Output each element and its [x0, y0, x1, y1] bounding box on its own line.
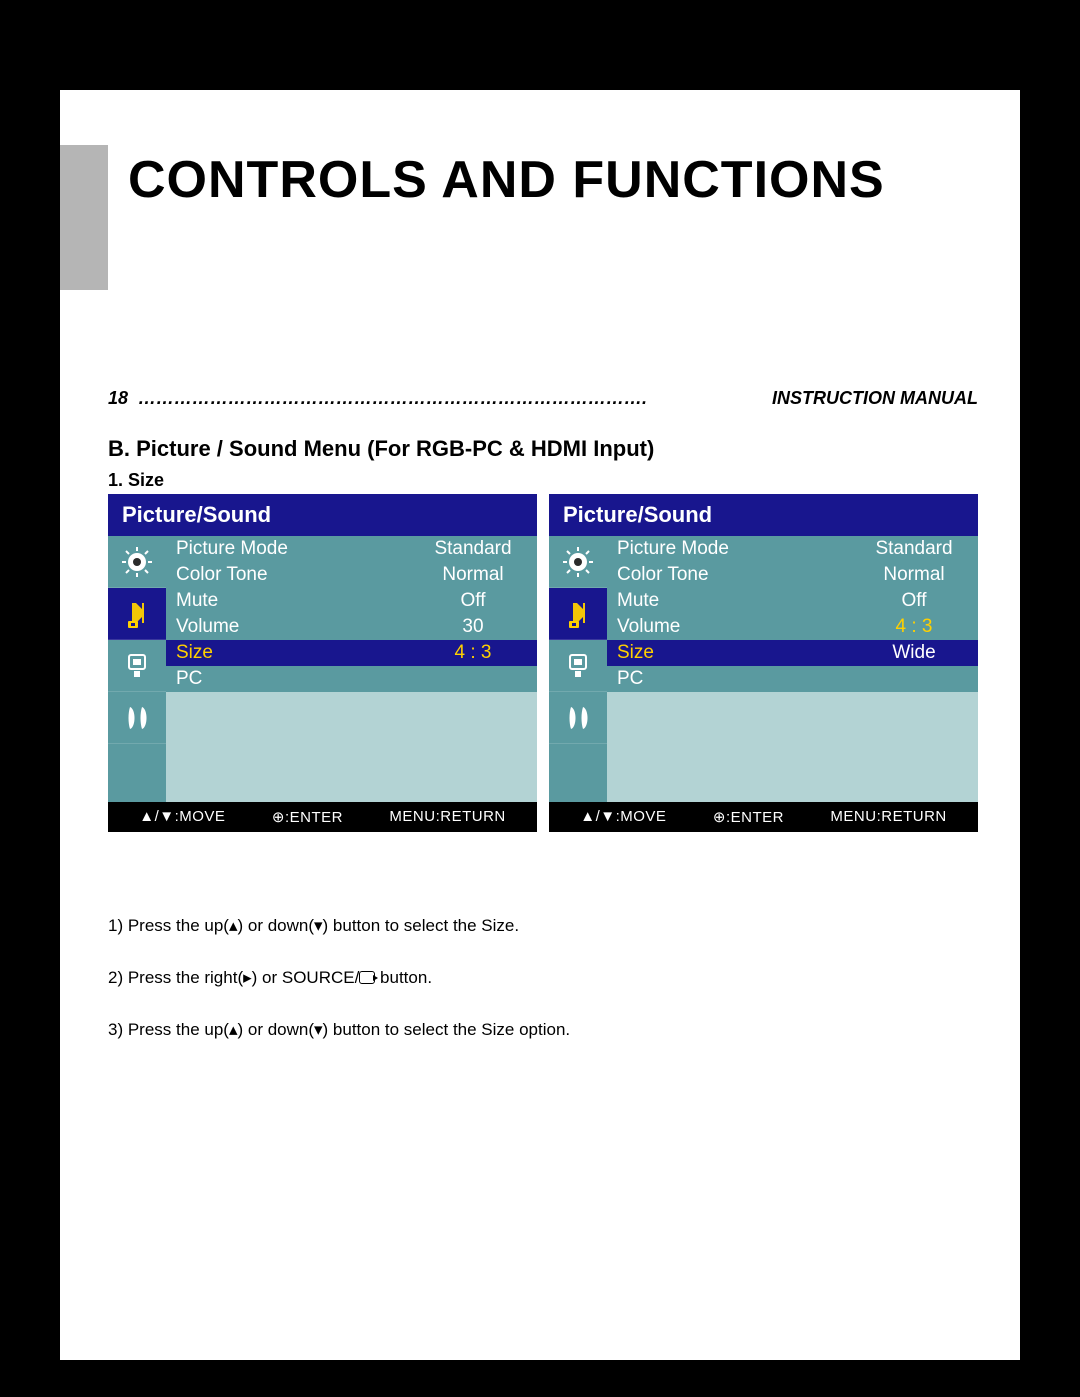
header-band: CONTROLS AND FUNCTIONS — [60, 90, 1020, 290]
gray-tab — [60, 145, 108, 290]
leader-dots: …………………………………………………………………………. — [138, 388, 762, 409]
osd-item-value: Off — [854, 590, 974, 612]
instructions: 1) Press the up(▴) or down(▾) button to … — [108, 914, 978, 1069]
osd-tab-sound[interactable] — [108, 588, 166, 640]
osd-tab-option[interactable] — [549, 692, 607, 744]
osd-item-label: Picture Mode — [176, 538, 413, 560]
osd-item-value — [854, 668, 974, 690]
osd-title: Picture/Sound — [549, 494, 978, 536]
osd-tab-option[interactable] — [108, 692, 166, 744]
osd-item[interactable]: Volume4 : 3 — [607, 614, 978, 640]
footer-enter: ⊕:ENTER — [713, 808, 784, 826]
osd-item-label: Mute — [617, 590, 854, 612]
osd-item-label: Size — [617, 642, 854, 664]
instruction-step-2a: 2) Press the right(▸) or SOURCE/ — [108, 968, 359, 987]
osd-item-value: Standard — [413, 538, 533, 560]
osd-item-value: 30 — [413, 616, 533, 638]
osd-body: Picture ModeStandard Color ToneNormal Mu… — [549, 536, 978, 802]
section-heading: B. Picture / Sound Menu (For RGB-PC & HD… — [108, 436, 654, 462]
osd-spacer — [607, 692, 978, 802]
osd-spacer — [166, 692, 537, 802]
osd-item-label: Volume — [617, 616, 854, 638]
osd-item-value: Normal — [413, 564, 533, 586]
osd-item[interactable]: MuteOff — [607, 588, 978, 614]
osd-item-label: PC — [176, 668, 413, 690]
osd-item-label: PC — [617, 668, 854, 690]
osd-item[interactable]: PC — [607, 666, 978, 692]
manual-page: CONTROLS AND FUNCTIONS 18 ……………………………………… — [60, 90, 1020, 1360]
osd-item-value: Off — [413, 590, 533, 612]
osd-footer: ▲/▼:MOVE ⊕:ENTER MENU:RETURN — [108, 802, 537, 832]
osd-tab-picture[interactable] — [108, 536, 166, 588]
osd-footer: ▲/▼:MOVE ⊕:ENTER MENU:RETURN — [549, 802, 978, 832]
footer-move: ▲/▼:MOVE — [139, 808, 225, 826]
osd-item-label: Color Tone — [176, 564, 413, 586]
osd-item[interactable]: Color ToneNormal — [607, 562, 978, 588]
osd-item[interactable]: Color ToneNormal — [166, 562, 537, 588]
osd-panel-right: Picture/Sound Pi — [549, 494, 978, 832]
page-title: CONTROLS AND FUNCTIONS — [128, 150, 885, 210]
osd-tab-setup[interactable] — [549, 640, 607, 692]
osd-tab-setup[interactable] — [108, 640, 166, 692]
osd-item-selected[interactable]: SizeWide — [607, 640, 978, 666]
osd-item-label: Picture Mode — [617, 538, 854, 560]
instruction-step-1: 1) Press the up(▴) or down(▾) button to … — [108, 914, 978, 938]
osd-item[interactable]: PC — [166, 666, 537, 692]
osd-item[interactable]: MuteOff — [166, 588, 537, 614]
osd-title: Picture/Sound — [108, 494, 537, 536]
osd-item-value: 4 : 3 — [413, 642, 533, 664]
sub-heading: 1. Size — [108, 470, 164, 491]
footer-return: MENU:RETURN — [389, 808, 505, 826]
osd-item-value: Wide — [854, 642, 974, 664]
osd-list: Picture ModeStandard Color ToneNormal Mu… — [607, 536, 978, 802]
osd-item-value — [413, 668, 533, 690]
osd-item-label: Mute — [176, 590, 413, 612]
osd-sidebar — [108, 536, 166, 802]
manual-label: INSTRUCTION MANUAL — [772, 388, 978, 409]
instruction-step-2: 2) Press the right(▸) or SOURCE/ button. — [108, 966, 978, 990]
osd-tab-picture[interactable] — [549, 536, 607, 588]
osd-list: Picture ModeStandard Color ToneNormal Mu… — [166, 536, 537, 802]
osd-item-selected[interactable]: Size4 : 3 — [166, 640, 537, 666]
osd-item-label: Volume — [176, 616, 413, 638]
osd-item[interactable]: Picture ModeStandard — [607, 536, 978, 562]
footer-enter: ⊕:ENTER — [272, 808, 343, 826]
osd-item-value: Standard — [854, 538, 974, 560]
osd-item-value: 4 : 3 — [854, 616, 974, 638]
footer-return: MENU:RETURN — [830, 808, 946, 826]
osd-panel-left: Picture/Sound Pi — [108, 494, 537, 832]
instruction-step-2b: button. — [375, 968, 432, 987]
osd-item-label: Color Tone — [617, 564, 854, 586]
page-number-line: 18 …………………………………………………………………………. INSTRUC… — [108, 388, 978, 409]
osd-sidebar — [549, 536, 607, 802]
footer-move: ▲/▼:MOVE — [580, 808, 666, 826]
osd-item[interactable]: Picture ModeStandard — [166, 536, 537, 562]
osd-row: Picture/Sound Pi — [108, 494, 978, 832]
instruction-step-3: 3) Press the up(▴) or down(▾) button to … — [108, 1018, 978, 1042]
source-icon — [359, 971, 375, 984]
osd-body: Picture ModeStandard Color ToneNormal Mu… — [108, 536, 537, 802]
osd-item[interactable]: Volume30 — [166, 614, 537, 640]
page-number: 18 — [108, 388, 128, 409]
osd-tab-sound[interactable] — [549, 588, 607, 640]
osd-item-label: Size — [176, 642, 413, 664]
osd-item-value: Normal — [854, 564, 974, 586]
